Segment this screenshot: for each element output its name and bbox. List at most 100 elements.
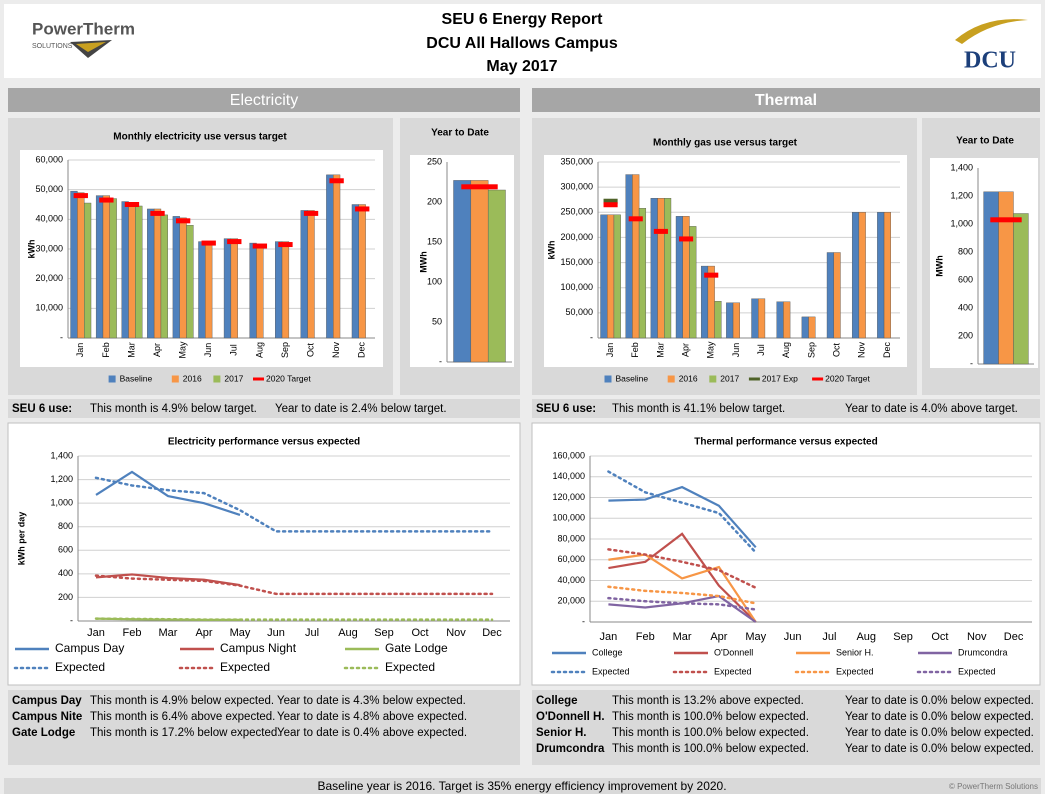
bar [281, 241, 290, 339]
table-bg [8, 690, 520, 765]
x-tick-label: Apr [195, 627, 212, 639]
bar [826, 252, 834, 339]
legend-label: 2017 [720, 373, 739, 383]
row-label: O'Donnell H. [536, 711, 605, 723]
x-tick-label: Aug [338, 627, 358, 639]
series-line [607, 585, 757, 605]
logo-right: DCU [964, 48, 1016, 74]
y-tick-label: 200 [427, 196, 442, 206]
row-text: Year to date is 0.0% below expected. [845, 727, 1034, 739]
y-tick-label: - [582, 616, 585, 626]
y-tick-label: 100,000 [552, 513, 585, 523]
row-text: Year to date is 0.0% below expected. [845, 695, 1034, 707]
legend-label: O'Donnell [714, 647, 753, 657]
bar [714, 301, 722, 339]
legend-label: Campus Day [55, 641, 124, 655]
bar [121, 201, 129, 339]
x-tick-label: Sep [893, 631, 913, 643]
legend-label: Senior H. [836, 647, 874, 657]
bar [84, 202, 92, 339]
bar [147, 208, 155, 339]
bar [205, 241, 213, 339]
x-tick-label: Dec [882, 342, 892, 359]
legend-label: Expected [55, 660, 105, 674]
x-tick-label: Feb [630, 342, 640, 358]
target-marker [653, 228, 668, 234]
bar [808, 316, 816, 339]
row-text: This month is 13.2% above expected. [612, 695, 804, 707]
row-text: This month is 17.2% below expected. [90, 727, 281, 739]
target-marker [355, 206, 370, 212]
bar [153, 208, 162, 339]
y-axis-label: MWh [934, 255, 944, 277]
y-tick-label: 50,000 [565, 307, 593, 317]
x-tick-label: Dec [1004, 631, 1024, 643]
target-marker [124, 202, 140, 207]
row-text: Year to date is 0.0% below expected. [845, 743, 1034, 755]
y-tick-label: - [70, 615, 73, 625]
panel [531, 422, 1041, 686]
bar [77, 192, 85, 339]
target-marker [201, 240, 216, 246]
y-tick-label: 600 [58, 545, 73, 555]
y-tick-label: - [590, 332, 593, 342]
legend-label: Baseline [120, 373, 153, 383]
bar [664, 198, 672, 339]
target-marker [175, 218, 191, 224]
x-tick-label: Jul [822, 631, 836, 643]
bar [858, 212, 866, 339]
legend-swatch [108, 375, 116, 383]
bar [300, 210, 308, 339]
y-tick-label: 60,000 [557, 554, 585, 564]
bar [783, 301, 791, 339]
chart-title: Year to Date [431, 128, 489, 139]
bar [128, 202, 136, 339]
bar [833, 252, 841, 339]
y-tick-label: 20,000 [35, 273, 63, 283]
bar [650, 198, 658, 339]
bar [632, 174, 640, 339]
x-tick-label: Oct [931, 631, 948, 643]
target-marker [99, 197, 114, 203]
chart-title: Monthly gas use versus target [653, 138, 798, 149]
y-tick-label: - [439, 356, 442, 366]
legend-label: 2020 Target [825, 373, 870, 383]
bar [682, 216, 690, 339]
legend-swatch [709, 375, 717, 383]
bar [179, 217, 187, 339]
series-line [607, 548, 757, 590]
y-tick-label: - [970, 358, 973, 368]
report-subtitle: DCU All Hallows Campus [426, 35, 618, 52]
bar [275, 241, 283, 339]
target-marker [704, 272, 719, 278]
bar [256, 244, 264, 339]
x-tick-label: Apr [680, 343, 690, 357]
row-label: Campus Nite [12, 711, 82, 723]
x-tick-label: Jun [203, 343, 213, 358]
section-title: Thermal [755, 92, 817, 109]
bar [470, 180, 489, 363]
summary-month: This month is 41.1% below target. [612, 403, 785, 415]
y-tick-label: 60,000 [35, 154, 63, 164]
y-tick-label: 1,000 [950, 218, 973, 228]
header-bg [4, 4, 1041, 78]
series-line [94, 574, 494, 596]
x-tick-label: Mar [126, 342, 136, 358]
x-tick-label: Jul [229, 344, 239, 356]
y-tick-label: 1,200 [50, 474, 73, 484]
y-tick-label: 800 [58, 521, 73, 531]
bar [758, 298, 766, 339]
x-tick-label: Mar [655, 342, 665, 358]
y-tick-label: 30,000 [35, 243, 63, 253]
x-tick-label: Sep [280, 342, 290, 358]
summary-month: This month is 4.9% below target. [90, 403, 257, 415]
y-tick-label: 250,000 [560, 207, 593, 217]
y-tick-label: 600 [958, 274, 973, 284]
panel [7, 422, 521, 686]
series-line [608, 485, 757, 549]
y-tick-label: 400 [58, 568, 73, 578]
series-line [607, 596, 757, 611]
target-marker [461, 184, 498, 190]
legend-label: Expected [385, 660, 435, 674]
